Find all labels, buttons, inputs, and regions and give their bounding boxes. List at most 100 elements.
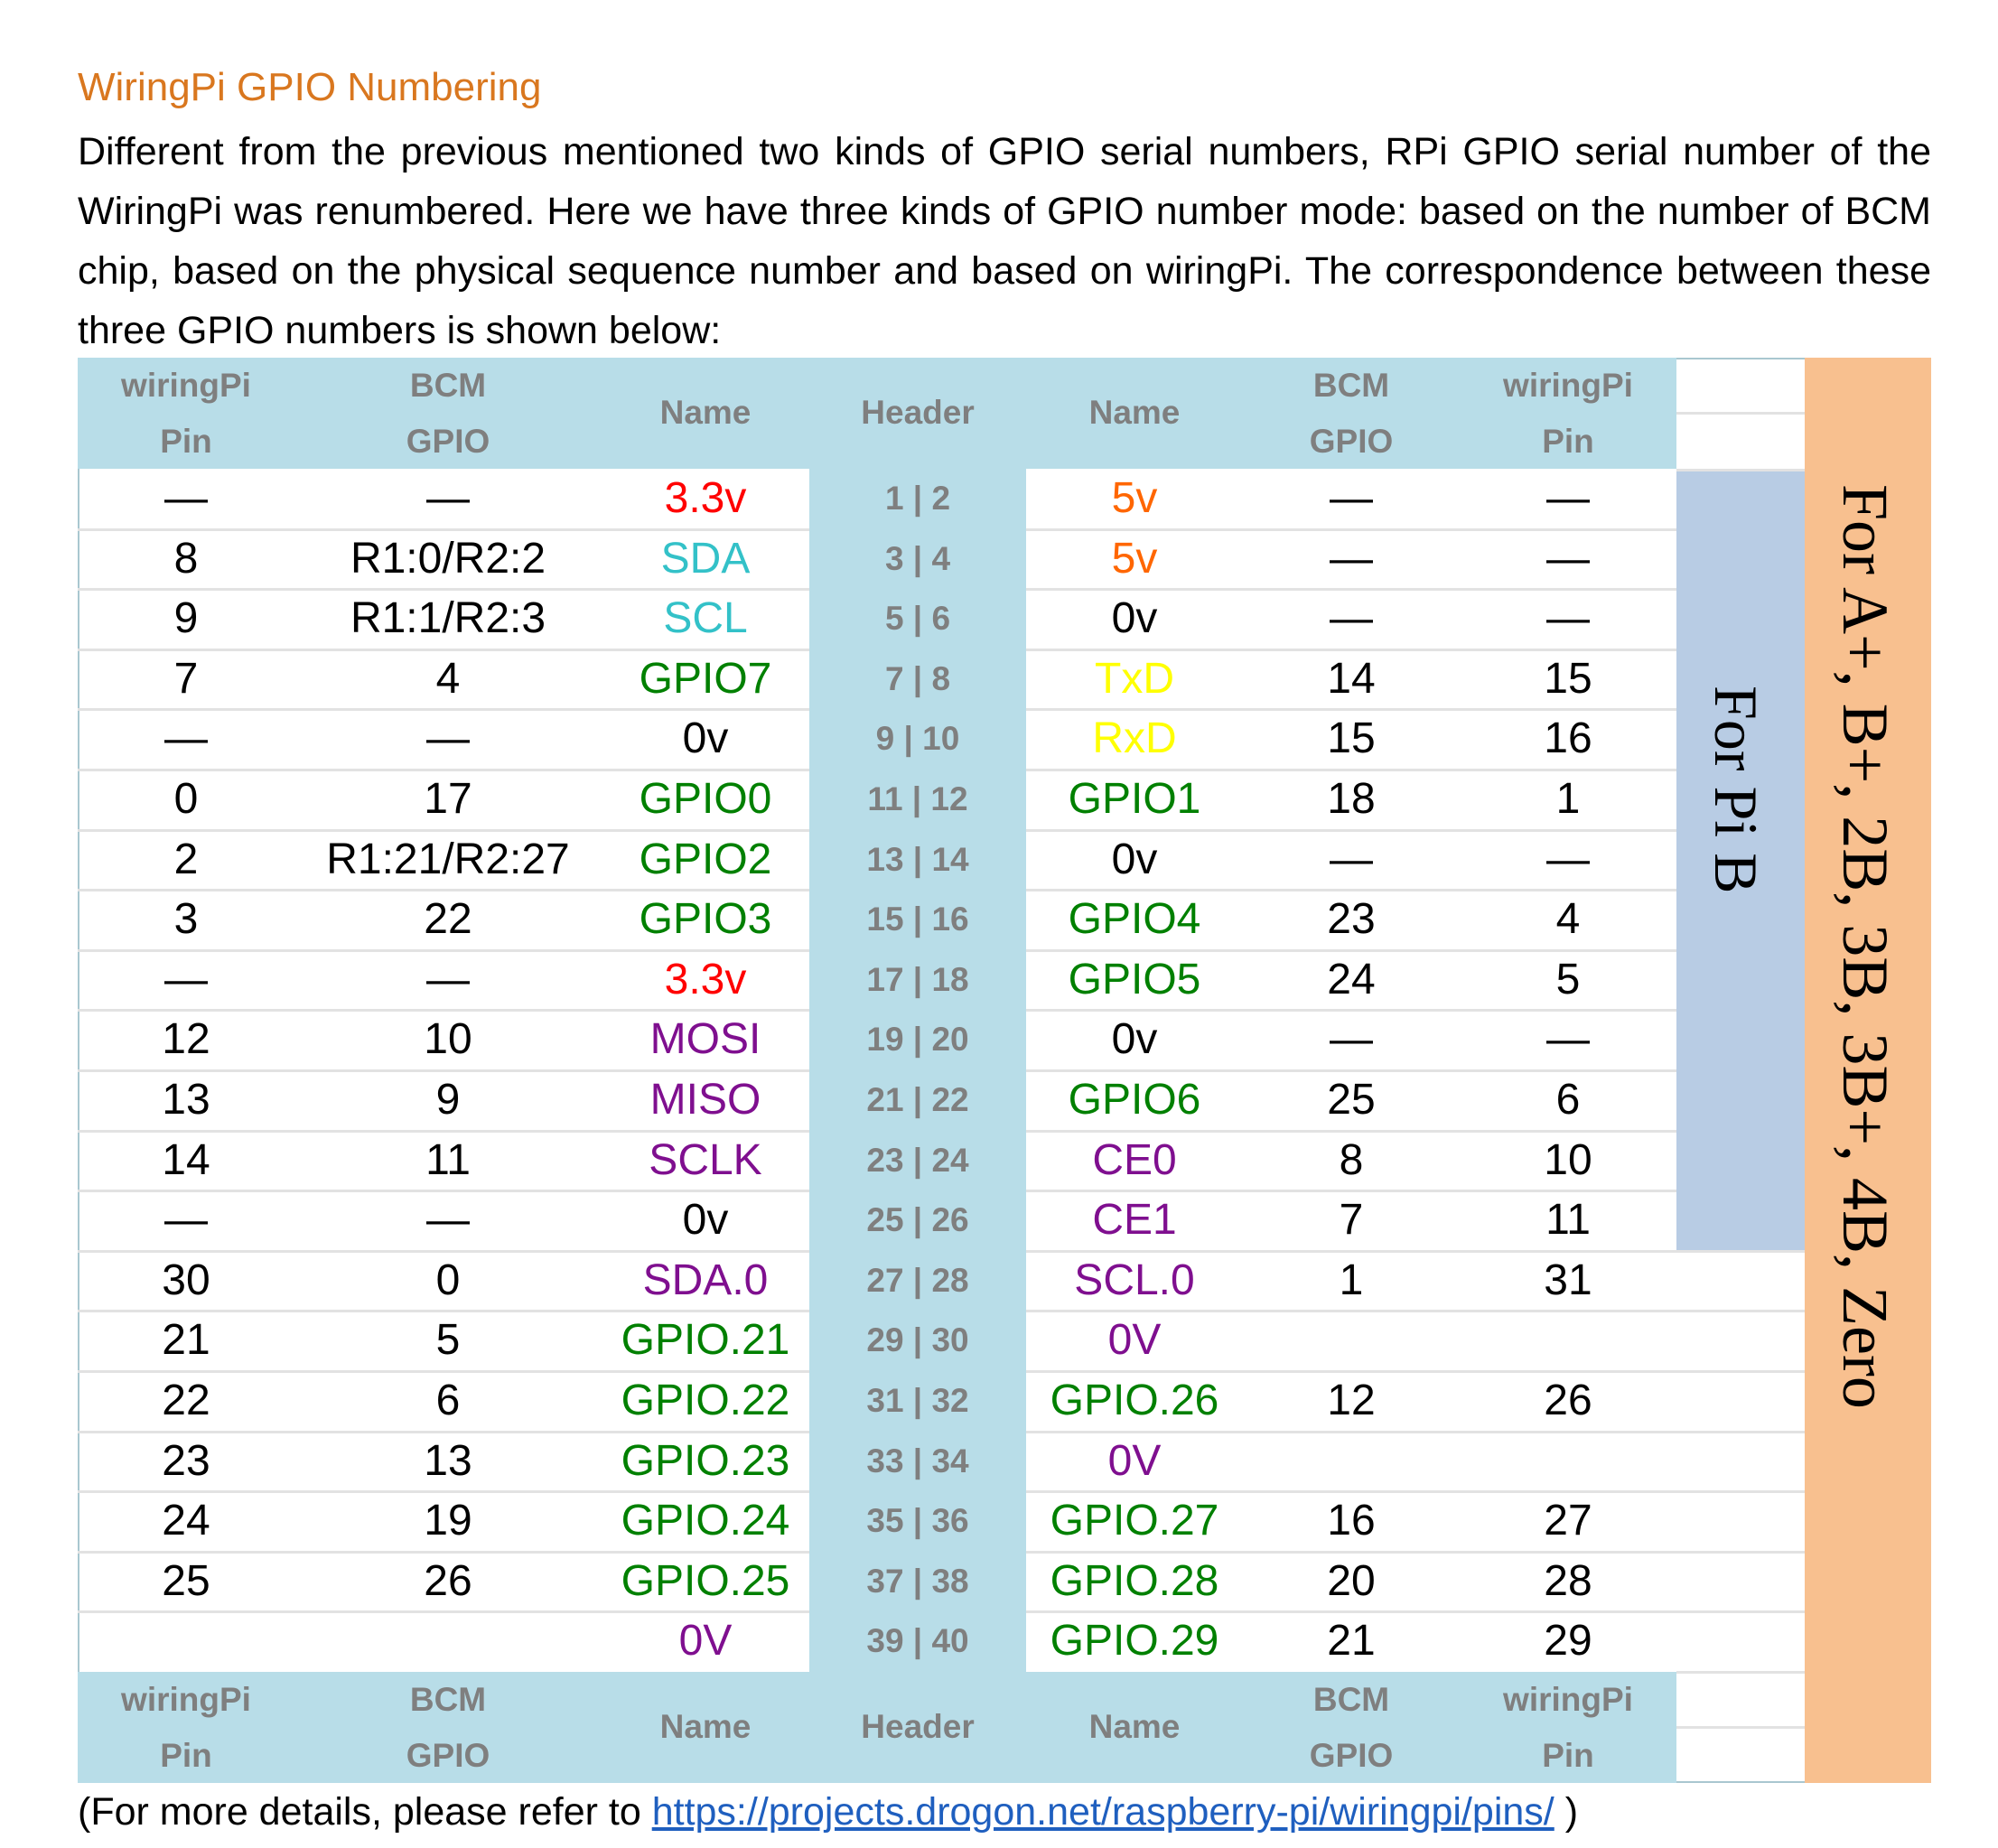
cell-nameL: MOSI <box>649 1015 761 1063</box>
cell-bcmR: 12 <box>1327 1377 1376 1424</box>
side-grid-line <box>1676 1726 1805 1729</box>
row-divider <box>1026 649 1676 651</box>
table-header-top: wiringPi Pin BCM GPIO Name Header Name BCM GPIO w… <box>78 358 1676 469</box>
header-cell: Header <box>809 385 1026 441</box>
row-divider <box>1026 1250 1676 1253</box>
cell-wpR: 6 <box>1555 1076 1581 1124</box>
header-cell: wiringPi Pin <box>78 1672 294 1784</box>
header-cell-text: GPIO <box>406 1737 490 1774</box>
header-cell: Name <box>602 1699 809 1755</box>
cell-wpL: 9 <box>173 594 199 642</box>
row-divider <box>78 1250 809 1253</box>
row-divider <box>1026 1009 1676 1012</box>
table-row: 22 6 GPIO.22 31 | 32 GPIO.26 12 26 <box>78 1371 1676 1431</box>
row-divider <box>78 649 809 651</box>
cell-header: 39 | 40 <box>866 1622 969 1659</box>
cell-bcmR: — <box>1330 1015 1373 1063</box>
cell-nameR: 0v <box>1111 594 1158 642</box>
row-divider <box>78 1610 809 1613</box>
cell-nameL: SCLK <box>649 1136 762 1184</box>
table-row: 12 10 MOSI 19 | 20 0v — — <box>78 1010 1676 1069</box>
row-divider <box>78 1370 809 1373</box>
table-row: 8 R1:0/R2:2 SDA 3 | 4 5v — — <box>78 529 1676 589</box>
cell-header: 1 | 2 <box>884 480 951 517</box>
cell-nameR: 0v <box>1111 835 1158 883</box>
table-row: 23 13 GPIO.23 33 | 34 0V <box>78 1432 1676 1491</box>
cell-nameR: CE0 <box>1092 1136 1177 1184</box>
cell-bcmR: 21 <box>1327 1617 1376 1665</box>
row-divider <box>1026 1370 1676 1373</box>
gpio-table: For Pi B For A+, B+, 2B, 3B, 3B+, 4B, Ze… <box>78 358 1931 1783</box>
cell-wpL <box>78 1611 294 1671</box>
cell-bcmL: 0 <box>435 1256 461 1304</box>
cell-nameL: SDA.0 <box>642 1256 769 1304</box>
cell-nameR: TxD <box>1095 655 1174 703</box>
cell-wpL: — <box>164 1196 208 1244</box>
header-cell: BCM GPIO <box>294 358 602 470</box>
cell-bcmR: 20 <box>1327 1557 1376 1605</box>
row-divider <box>78 1551 809 1554</box>
cell-bcmR: 15 <box>1327 714 1376 762</box>
cell-nameR: GPIO4 <box>1068 895 1201 943</box>
cell-nameL: 0v <box>682 1196 729 1244</box>
cell-nameL: GPIO.23 <box>621 1437 790 1485</box>
cell-wpR: 5 <box>1555 956 1581 1003</box>
cell-nameR: GPIO1 <box>1068 775 1201 823</box>
cell-nameR: GPIO5 <box>1068 956 1201 1003</box>
row-divider <box>1026 708 1676 711</box>
row-divider <box>78 1190 809 1192</box>
row-divider <box>1026 1610 1676 1613</box>
header-cell-text: GPIO <box>1309 1737 1394 1774</box>
cell-nameL: 0V <box>678 1617 733 1665</box>
cell-header: 11 | 12 <box>867 780 968 817</box>
cell-nameL: SDA <box>660 535 751 583</box>
table-row: 0V 39 | 40 GPIO.29 21 29 <box>78 1611 1676 1671</box>
cell-bcmL: — <box>426 956 470 1003</box>
row-divider <box>1026 949 1676 952</box>
cell-wpR: 28 <box>1544 1557 1592 1605</box>
row-divider <box>78 949 809 952</box>
cell-bcmL: 6 <box>435 1377 461 1424</box>
side-grid-line <box>1676 1310 1805 1312</box>
row-divider <box>1026 829 1676 832</box>
row-divider <box>1026 769 1676 771</box>
cell-wpR <box>1460 1432 1676 1491</box>
header-cell-text: BCM <box>409 367 487 404</box>
table-row: 2 R1:21/R2:27 GPIO2 13 | 14 0v — — <box>78 830 1676 890</box>
header-cell: Name <box>1026 385 1243 441</box>
table-row: 25 26 GPIO.25 37 | 38 GPIO.28 20 28 <box>78 1552 1676 1611</box>
row-divider <box>1026 1310 1676 1312</box>
row-divider <box>78 1310 809 1312</box>
row-divider <box>1026 889 1676 891</box>
cell-nameR: GPIO.27 <box>1050 1497 1219 1545</box>
cell-bcmR <box>1243 1432 1460 1491</box>
header-cell-text: Header <box>861 1708 975 1745</box>
cell-nameR: 0v <box>1111 1015 1158 1063</box>
cell-header: 27 | 28 <box>866 1262 969 1299</box>
cell-nameL: 0v <box>682 714 729 762</box>
header-cell: wiringPi Pin <box>1460 1672 1676 1784</box>
cell-nameL: GPIO.21 <box>621 1316 790 1364</box>
cell-bcmL: 26 <box>424 1557 472 1605</box>
row-divider <box>1026 528 1676 531</box>
row-divider <box>1026 1130 1676 1133</box>
cell-header: 3 | 4 <box>884 540 951 577</box>
header-cell-text: Name <box>659 1708 752 1745</box>
header-cell-text: Pin <box>1542 1737 1594 1774</box>
cell-header: 23 | 24 <box>866 1142 969 1179</box>
side-grid-line <box>1676 1431 1805 1433</box>
row-divider <box>78 829 809 832</box>
cell-wpL: 0 <box>173 775 199 823</box>
cell-bcmL: R1:21/R2:27 <box>326 835 570 883</box>
cell-bcmR: 24 <box>1327 956 1376 1003</box>
cell-nameR: 0V <box>1107 1316 1162 1364</box>
cell-wpL: 2 <box>173 835 199 883</box>
cell-wpL: 21 <box>162 1316 210 1364</box>
cell-bcmL: R1:1/R2:3 <box>350 594 546 642</box>
cell-wpR: 11 <box>1545 1196 1591 1244</box>
wiringpi-pins-link[interactable]: https://projects.drogon.net/raspberry-pi… <box>651 1790 1555 1834</box>
side-grid-line <box>1676 1671 1805 1674</box>
cell-wpL: — <box>164 714 208 762</box>
table-row: 30 0 SDA.0 27 | 28 SCL.0 1 31 <box>78 1251 1676 1311</box>
cell-wpL: 22 <box>162 1377 210 1424</box>
